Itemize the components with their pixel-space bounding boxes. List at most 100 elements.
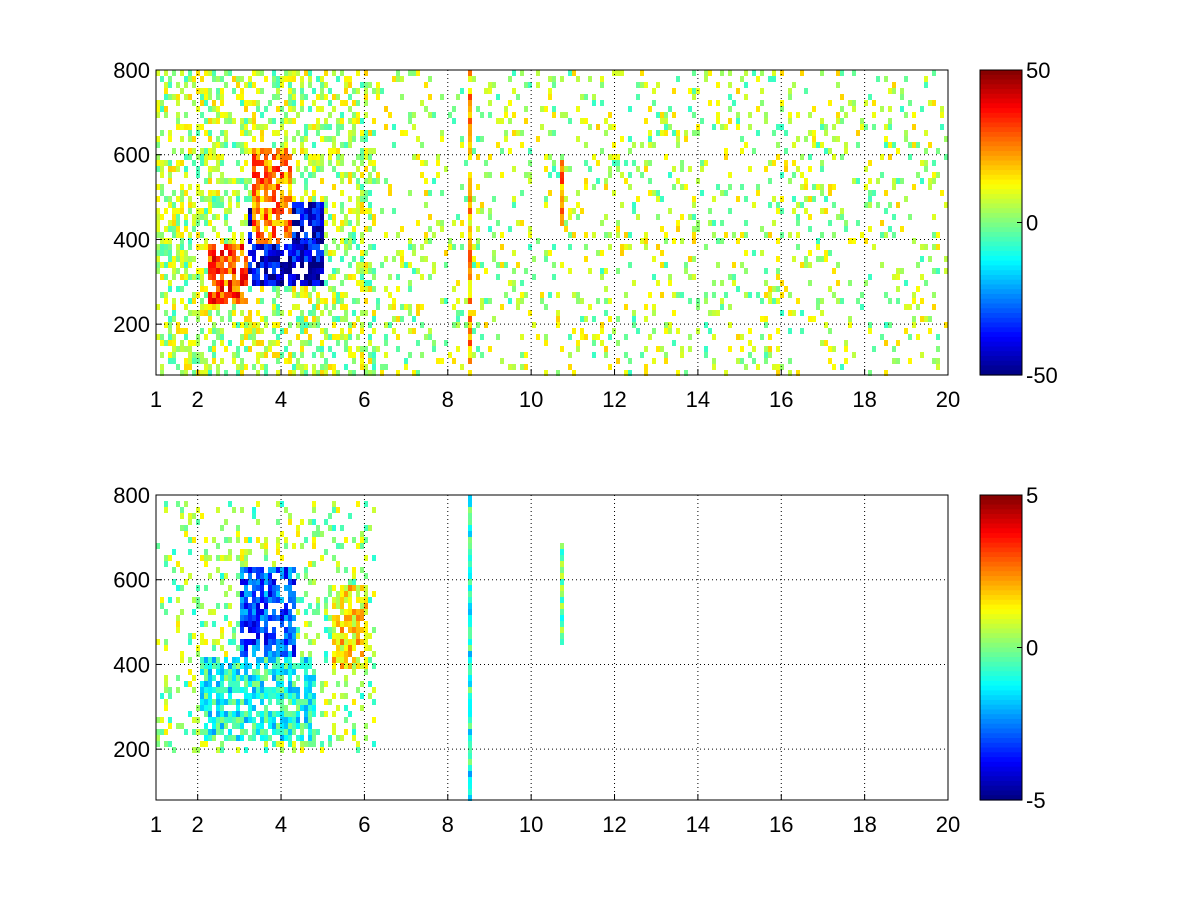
heatmap-cell [388, 274, 392, 280]
heatmap-cell [260, 256, 264, 262]
heatmap-cell [904, 280, 908, 286]
heatmap-cell [632, 322, 636, 328]
heatmap-cell [420, 274, 424, 280]
heatmap-cell [364, 136, 368, 142]
heatmap-cell [476, 136, 480, 142]
heatmap-cell [508, 364, 512, 370]
heatmap-cell [332, 316, 336, 322]
heatmap-cell [308, 717, 312, 723]
heatmap-cell [184, 268, 188, 274]
heatmap-cell [360, 160, 364, 166]
heatmap-cell [816, 142, 820, 148]
heatmap-cell [652, 88, 656, 94]
heatmap-cell [468, 573, 472, 579]
colorbar-band [980, 112, 1022, 119]
heatmap-cell [872, 124, 876, 130]
heatmap-cell [292, 633, 296, 639]
heatmap-cell [332, 184, 336, 190]
heatmap-cell [808, 196, 812, 202]
heatmap-cell [740, 184, 744, 190]
heatmap-cell [244, 615, 248, 621]
heatmap-cell [508, 280, 512, 286]
heatmap-cell [508, 226, 512, 232]
heatmap-cell [764, 232, 768, 238]
heatmap-cell [308, 729, 312, 735]
heatmap-cell [280, 555, 284, 561]
heatmap-cell [240, 687, 244, 693]
heatmap-cell [888, 106, 892, 112]
heatmap-cell [320, 310, 324, 316]
heatmap-cell [300, 106, 304, 112]
colorbar-band [980, 514, 1022, 520]
heatmap-cell [244, 274, 248, 280]
heatmap-cell [280, 220, 284, 226]
heatmap-cell [168, 352, 172, 358]
heatmap-cell [332, 322, 336, 328]
heatmap-cell [908, 214, 912, 220]
heatmap-cell [192, 220, 196, 226]
heatmap-cell [348, 208, 352, 214]
heatmap-cell [224, 651, 228, 657]
heatmap-cell [652, 358, 656, 364]
heatmap-cell [188, 124, 192, 130]
heatmap-cell [940, 106, 944, 112]
heatmap-cell [796, 232, 800, 238]
heatmap-cell [296, 597, 300, 603]
heatmap-cell [684, 136, 688, 142]
heatmap-cell [224, 298, 228, 304]
heatmap-cell [308, 705, 312, 711]
heatmap-cell [328, 364, 332, 370]
heatmap-cell [344, 334, 348, 340]
heatmap-cell [752, 358, 756, 364]
heatmap-cell [160, 100, 164, 106]
heatmap-cell [556, 370, 560, 376]
heatmap-cell [676, 220, 680, 226]
heatmap-cell [284, 130, 288, 136]
heatmap-cell [884, 124, 888, 130]
heatmap-cell [224, 292, 228, 298]
heatmap-cell [868, 370, 872, 376]
heatmap-cell [548, 76, 552, 82]
heatmap-cell [892, 178, 896, 184]
heatmap-cell [268, 214, 272, 220]
heatmap-cell [296, 70, 300, 76]
heatmap-cell [468, 190, 472, 196]
heatmap-cell [472, 148, 476, 154]
heatmap-cell [168, 82, 172, 88]
heatmap-cell [252, 220, 256, 226]
heatmap-cell [276, 597, 280, 603]
heatmap-cell [560, 154, 564, 160]
heatmap-cell [220, 358, 224, 364]
heatmap-cell [240, 88, 244, 94]
heatmap-cell [892, 358, 896, 364]
heatmap-cell [312, 256, 316, 262]
heatmap-cell [340, 645, 344, 651]
heatmap-cell [304, 124, 308, 130]
colorbar-band [980, 533, 1022, 539]
heatmap-cell [288, 322, 292, 328]
heatmap-cell [312, 238, 316, 244]
heatmap-cell [496, 262, 500, 268]
heatmap-cell [328, 214, 332, 220]
heatmap-cell [260, 184, 264, 190]
heatmap-cell [648, 334, 652, 340]
heatmap-cell [760, 70, 764, 76]
heatmap-cell [240, 250, 244, 256]
heatmap-cell [284, 178, 288, 184]
heatmap-cell [292, 639, 296, 645]
heatmap-cell [324, 657, 328, 663]
heatmap-cell [480, 208, 484, 214]
heatmap-cell [552, 244, 556, 250]
colorbar-tick-label: 50 [1026, 58, 1050, 83]
heatmap-cell [312, 100, 316, 106]
heatmap-cell [272, 70, 276, 76]
heatmap-cell [360, 154, 364, 160]
heatmap-cell [360, 364, 364, 370]
heatmap-cell [292, 280, 296, 286]
heatmap-cell [408, 244, 412, 250]
heatmap-cell [356, 627, 360, 633]
heatmap-cell [172, 166, 176, 172]
heatmap-cell [256, 633, 260, 639]
heatmap-cell [920, 160, 924, 166]
heatmap-cell [296, 112, 300, 118]
